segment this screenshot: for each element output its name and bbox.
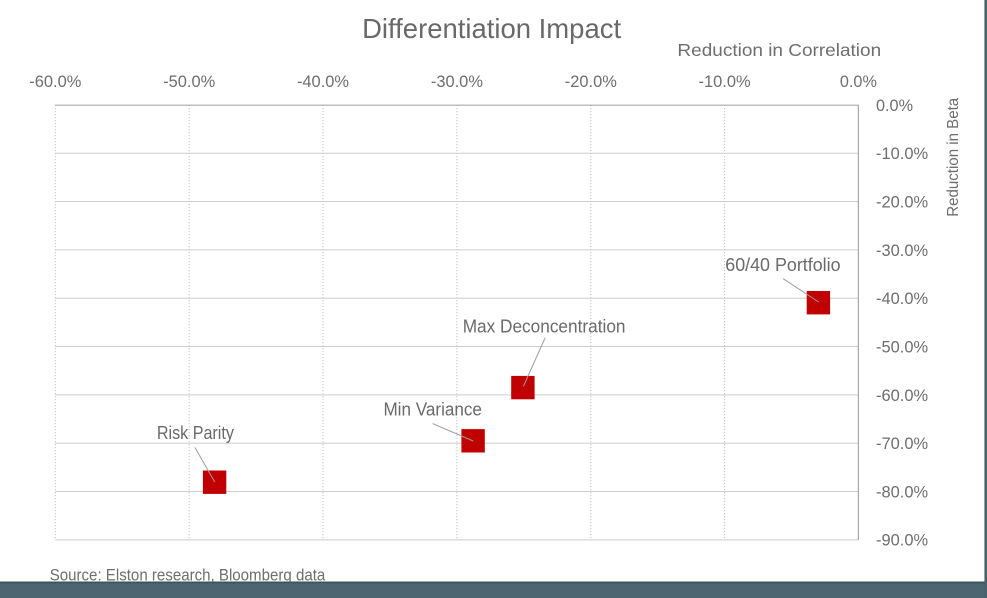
svg-text:0.0%: 0.0%: [840, 72, 877, 91]
svg-text:-60.0%: -60.0%: [29, 72, 81, 91]
svg-text:-50.0%: -50.0%: [876, 338, 928, 357]
svg-text:Reduction in Correlation: Reduction in Correlation: [677, 40, 881, 60]
svg-text:Risk Parity: Risk Parity: [157, 423, 234, 443]
svg-text:Min Variance: Min Variance: [383, 399, 482, 419]
svg-text:Max Deconcentration: Max Deconcentration: [463, 316, 626, 336]
svg-text:-10.0%: -10.0%: [876, 144, 928, 163]
svg-text:-30.0%: -30.0%: [431, 72, 483, 91]
svg-text:-50.0%: -50.0%: [163, 72, 215, 91]
svg-text:0.0%: 0.0%: [876, 96, 913, 115]
svg-text:-60.0%: -60.0%: [876, 386, 928, 405]
svg-text:-40.0%: -40.0%: [876, 289, 928, 308]
svg-text:Source: Elston research, Bloom: Source: Elston research, Bloomberg data: [50, 566, 326, 585]
svg-text:-70.0%: -70.0%: [876, 434, 928, 453]
svg-text:60/40 Portfolio: 60/40 Portfolio: [725, 255, 840, 275]
svg-text:-20.0%: -20.0%: [565, 72, 617, 91]
svg-text:-20.0%: -20.0%: [876, 193, 928, 212]
svg-text:-40.0%: -40.0%: [297, 72, 349, 91]
svg-text:-30.0%: -30.0%: [876, 241, 928, 260]
svg-text:-10.0%: -10.0%: [699, 72, 751, 91]
svg-text:-90.0%: -90.0%: [876, 531, 928, 550]
svg-text:Reduction in Beta: Reduction in Beta: [945, 98, 962, 217]
svg-text:Differentiation Impact: Differentiation Impact: [362, 13, 621, 44]
svg-text:-80.0%: -80.0%: [876, 482, 928, 501]
